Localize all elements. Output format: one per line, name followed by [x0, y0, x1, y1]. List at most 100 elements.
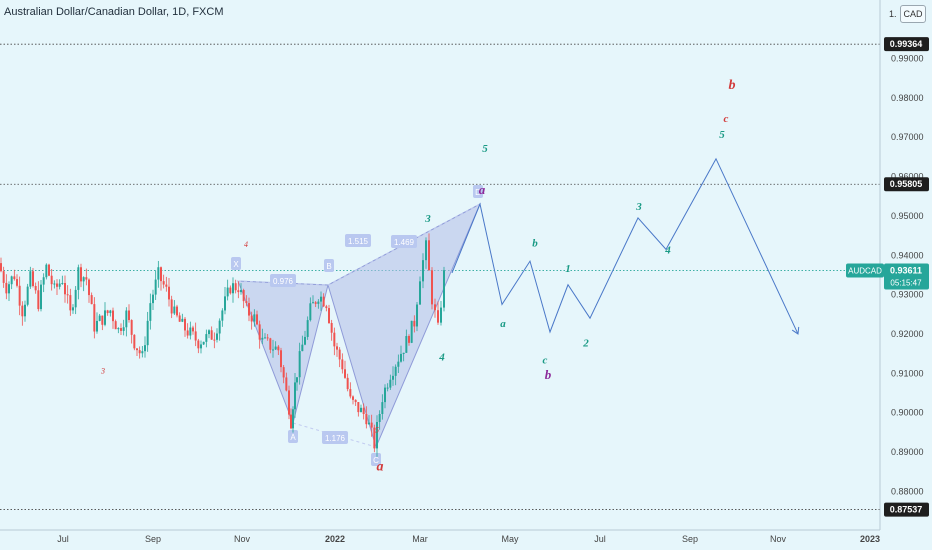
- candle-body: [264, 337, 266, 339]
- candle-body: [29, 271, 32, 287]
- wave-label-red: c: [724, 113, 729, 125]
- wave-label-red: 5: [375, 425, 379, 434]
- candle-body: [66, 294, 69, 296]
- candle-body: [133, 334, 136, 349]
- candle-body: [37, 290, 40, 310]
- time-tick-label: Sep: [682, 534, 698, 544]
- wave-label-red: a: [377, 459, 384, 474]
- price-tick-label: 0.93000: [891, 290, 924, 300]
- candle-body: [344, 369, 346, 378]
- candle-body: [386, 387, 389, 389]
- pattern-point-box: [473, 185, 483, 198]
- time-axis[interactable]: Jul Sep Nov 2022 Mar May Jul Sep Nov 2023: [57, 534, 880, 544]
- candle-body: [58, 283, 61, 287]
- candle-body: [365, 414, 368, 425]
- candle-body: [184, 318, 186, 331]
- candle-body: [5, 282, 8, 294]
- price-tick-label: 0.89000: [891, 447, 924, 457]
- price-level-tag: [884, 177, 929, 192]
- candle-body: [349, 389, 352, 397]
- wave-label-purple: b: [545, 367, 552, 382]
- wave-label-teal: 1: [565, 263, 571, 275]
- wave-label-teal: 3: [424, 213, 431, 225]
- candle-body: [234, 283, 237, 291]
- price-axis[interactable]: 1. 0.88000 0.89000 0.90000 0.91000 0.92000 0.9…: [0, 0, 929, 531]
- currency-badge[interactable]: CAD: [900, 5, 926, 23]
- wave-label-red: 3: [100, 366, 105, 375]
- time-tick-label: Nov: [770, 534, 787, 544]
- candle-body: [170, 299, 173, 314]
- price-tick-label: 0.96000: [891, 172, 924, 182]
- candle-body: [370, 422, 373, 428]
- candle-body: [202, 341, 205, 345]
- candle-body: [330, 322, 333, 333]
- pattern-ratio-label: 1.176: [325, 434, 346, 443]
- candle-body: [146, 320, 149, 346]
- candle-body: [128, 310, 130, 321]
- candle-body: [229, 287, 232, 294]
- candle-body: [8, 284, 10, 294]
- projection-arrowhead: [791, 326, 800, 335]
- candle-body: [24, 304, 26, 317]
- price-tick-label: 0.88000: [891, 486, 924, 496]
- candle-body: [221, 310, 224, 321]
- wave-label-teal: 2: [582, 338, 589, 350]
- pattern-point-label: B: [326, 262, 331, 271]
- pattern-ratio-box: [345, 234, 371, 247]
- candle-body: [408, 336, 410, 343]
- pattern-xb-bd-line: [237, 203, 481, 286]
- candle-body: [325, 306, 328, 309]
- candle-body: [269, 338, 272, 350]
- candle-body: [301, 344, 304, 352]
- wave-projection: [451, 157, 800, 335]
- candle-body: [376, 421, 378, 449]
- candle-body: [245, 301, 248, 304]
- time-tick-label: Mar: [412, 534, 428, 544]
- wave-label-teal: a: [500, 318, 506, 330]
- candle-body: [210, 330, 213, 340]
- candle-body: [434, 304, 436, 311]
- candle-body: [96, 320, 98, 332]
- candle-body: [69, 295, 72, 311]
- candle-body: [224, 296, 226, 311]
- candle-body: [176, 306, 178, 316]
- candle-body: [298, 351, 301, 378]
- candle-body: [45, 264, 48, 278]
- candle-body: [106, 310, 109, 314]
- candle-body: [61, 283, 64, 285]
- candle-body: [141, 351, 144, 354]
- pattern-point-label: D: [475, 188, 481, 197]
- current-price-value: 0.93611: [890, 266, 922, 276]
- candle-body: [186, 330, 189, 336]
- bar-countdown: 05:15:47: [890, 279, 922, 288]
- price-level-tag: [884, 502, 929, 517]
- candle-body: [125, 310, 128, 328]
- wave-label-purple: a: [479, 182, 486, 197]
- candle-body: [256, 314, 258, 325]
- chart-title: Australian Dollar/Canadian Dollar, 1D, F…: [4, 6, 224, 18]
- candle-body: [333, 332, 336, 347]
- price-tick-label: 0.91000: [891, 368, 924, 378]
- candle-body: [85, 277, 88, 280]
- current-price-tag: [884, 263, 929, 290]
- candle-body: [402, 352, 405, 354]
- candle-body: [189, 327, 192, 336]
- candle-body: [208, 330, 210, 335]
- candle-body: [338, 349, 341, 360]
- candle-body: [357, 402, 360, 413]
- candle-body: [422, 260, 424, 282]
- candle-body: [48, 264, 50, 276]
- pattern-ratio-box: [391, 235, 417, 248]
- price-tick-label: 0.98000: [891, 93, 924, 103]
- candle-body: [360, 407, 362, 413]
- candle-body: [232, 283, 234, 294]
- candle-body: [109, 310, 112, 314]
- candle-body: [368, 422, 370, 425]
- candle-body: [296, 377, 298, 383]
- candle-body: [178, 315, 181, 322]
- candle-body: [322, 296, 325, 307]
- candle-body: [248, 303, 250, 316]
- candle-body: [162, 281, 165, 285]
- candle-body: [419, 281, 421, 305]
